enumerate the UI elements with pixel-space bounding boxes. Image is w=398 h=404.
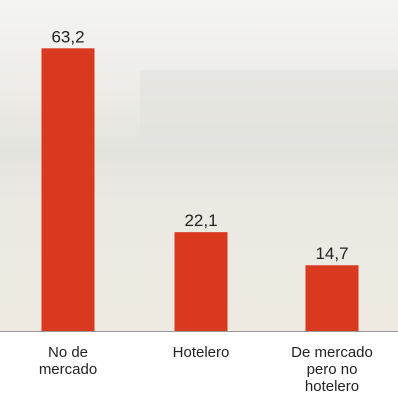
value-label: 14,7 (315, 244, 348, 263)
bar (305, 265, 359, 331)
plot: 63,2 22,1 14,7 (0, 0, 398, 332)
category-label: No de mercado (38, 344, 98, 378)
bar (41, 48, 95, 332)
background-buildings (140, 70, 398, 145)
value-label: 22,1 (184, 211, 217, 230)
category-label: Hotelero (172, 344, 230, 361)
category-label: De mercado pero no hotelero (291, 344, 373, 395)
bar (174, 232, 228, 331)
value-label: 63,2 (51, 27, 84, 46)
